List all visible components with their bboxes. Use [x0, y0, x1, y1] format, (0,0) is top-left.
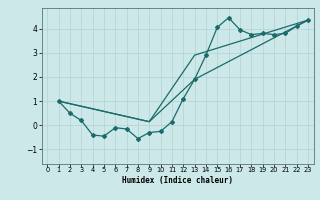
X-axis label: Humidex (Indice chaleur): Humidex (Indice chaleur) [122, 176, 233, 185]
